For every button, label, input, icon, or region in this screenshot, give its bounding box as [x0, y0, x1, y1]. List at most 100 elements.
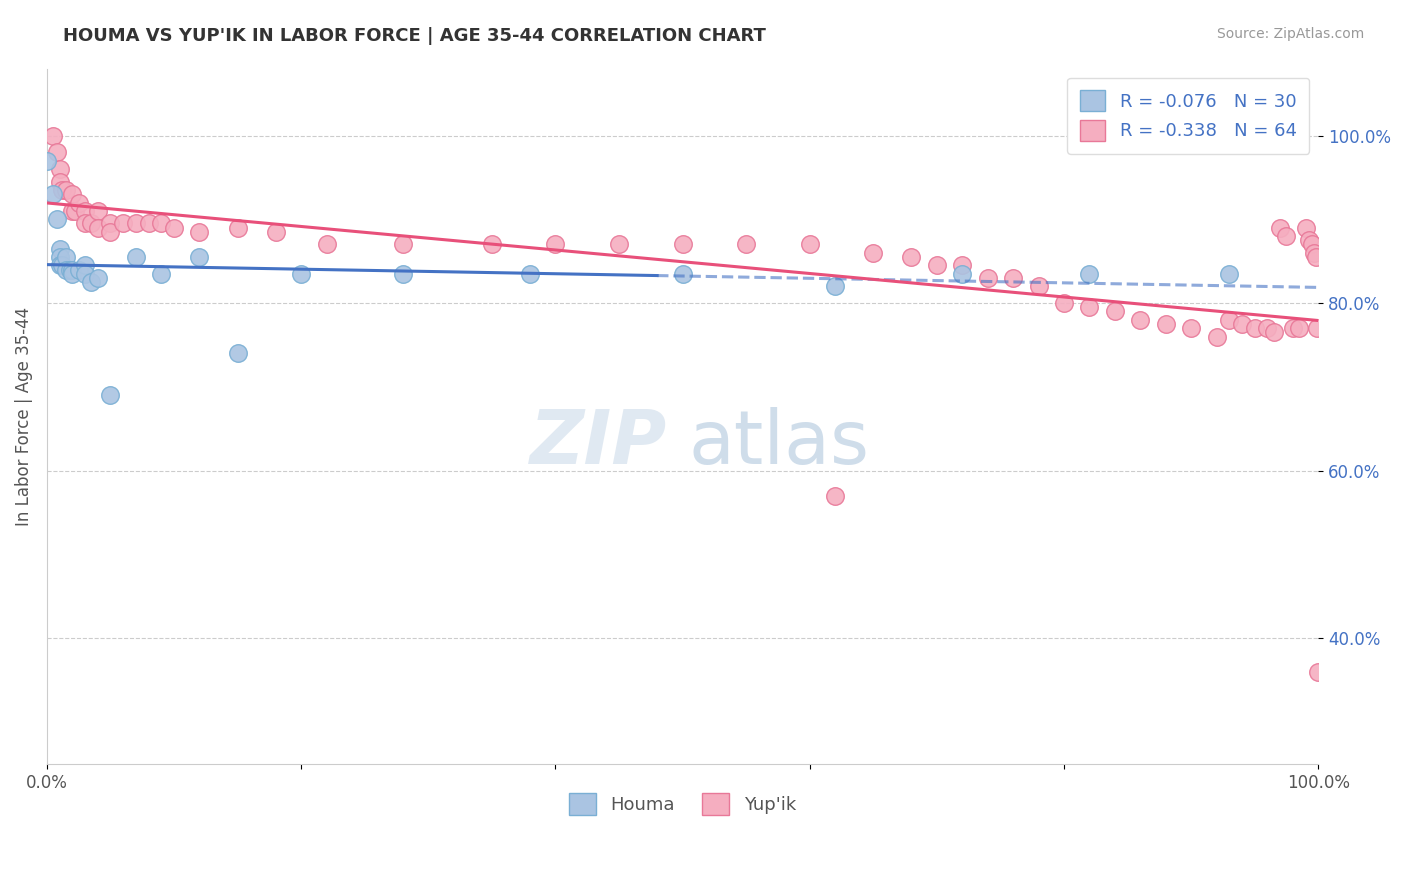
Point — [42, 128, 65, 143]
Point — [1218, 313, 1240, 327]
Text: HOUMA VS YUP'IK IN LABOR FORCE | AGE 35-44 CORRELATION CHART: HOUMA VS YUP'IK IN LABOR FORCE | AGE 35-… — [63, 27, 766, 45]
Point — [315, 237, 337, 252]
Point — [519, 267, 541, 281]
Point — [1205, 329, 1227, 343]
Point — [60, 267, 83, 281]
Point — [87, 271, 110, 285]
Point — [1298, 233, 1320, 247]
Point — [1256, 321, 1278, 335]
Point — [1104, 304, 1126, 318]
Point — [1282, 321, 1305, 335]
Point — [125, 250, 148, 264]
Point — [824, 489, 846, 503]
Point — [925, 259, 948, 273]
Point — [1154, 317, 1177, 331]
Point — [1129, 313, 1152, 327]
Point — [607, 237, 630, 252]
Point — [1002, 271, 1025, 285]
Point — [60, 262, 83, 277]
Point — [48, 162, 70, 177]
Legend: Houma, Yup'ik: Houma, Yup'ik — [560, 784, 806, 824]
Point — [59, 262, 82, 277]
Point — [1078, 300, 1101, 314]
Point — [73, 267, 96, 281]
Point — [63, 203, 86, 218]
Point — [67, 195, 90, 210]
Point — [735, 237, 758, 252]
Point — [977, 271, 1000, 285]
Point — [1295, 220, 1317, 235]
Point — [900, 250, 922, 264]
Point — [188, 225, 211, 239]
Point — [392, 237, 415, 252]
Point — [163, 220, 186, 235]
Point — [51, 183, 73, 197]
Point — [1028, 279, 1050, 293]
Point — [799, 237, 821, 252]
Point — [950, 267, 973, 281]
Point — [392, 267, 415, 281]
Point — [188, 250, 211, 264]
Point — [1078, 267, 1101, 281]
Point — [671, 237, 693, 252]
Point — [226, 220, 249, 235]
Point — [824, 279, 846, 293]
Point — [80, 217, 103, 231]
Point — [150, 217, 173, 231]
Point — [138, 217, 160, 231]
Point — [1180, 321, 1202, 335]
Point — [1053, 296, 1076, 310]
Point — [150, 267, 173, 281]
Point — [87, 203, 110, 218]
Point — [60, 203, 83, 218]
Point — [48, 250, 70, 264]
Point — [481, 237, 503, 252]
Point — [1288, 321, 1310, 335]
Point — [1303, 245, 1326, 260]
Point — [1230, 317, 1253, 331]
Point — [73, 259, 96, 273]
Point — [112, 217, 135, 231]
Point — [1306, 321, 1329, 335]
Y-axis label: In Labor Force | Age 35-44: In Labor Force | Age 35-44 — [15, 307, 32, 525]
Point — [100, 225, 122, 239]
Point — [55, 183, 77, 197]
Point — [48, 242, 70, 256]
Point — [51, 259, 73, 273]
Point — [950, 259, 973, 273]
Point — [48, 175, 70, 189]
Point — [80, 275, 103, 289]
Point — [125, 217, 148, 231]
Point — [46, 212, 69, 227]
Point — [544, 237, 567, 252]
Point — [671, 267, 693, 281]
Point — [1308, 665, 1330, 679]
Point — [100, 388, 122, 402]
Point — [55, 250, 77, 264]
Text: Source: ZipAtlas.com: Source: ZipAtlas.com — [1216, 27, 1364, 41]
Point — [55, 262, 77, 277]
Point — [862, 245, 884, 260]
Point — [1268, 220, 1291, 235]
Point — [226, 346, 249, 360]
Point — [1218, 267, 1240, 281]
Point — [42, 187, 65, 202]
Point — [1301, 237, 1323, 252]
Point — [1263, 326, 1285, 340]
Point — [67, 262, 90, 277]
Text: atlas: atlas — [689, 408, 870, 481]
Point — [1243, 321, 1265, 335]
Point — [290, 267, 312, 281]
Point — [1305, 250, 1327, 264]
Point — [1275, 229, 1298, 244]
Point — [87, 220, 110, 235]
Point — [60, 187, 83, 202]
Text: ZIP: ZIP — [530, 408, 668, 481]
Point — [73, 203, 96, 218]
Point — [35, 153, 58, 168]
Point — [46, 145, 69, 160]
Point — [73, 217, 96, 231]
Point — [100, 217, 122, 231]
Point — [48, 259, 70, 273]
Point — [264, 225, 287, 239]
